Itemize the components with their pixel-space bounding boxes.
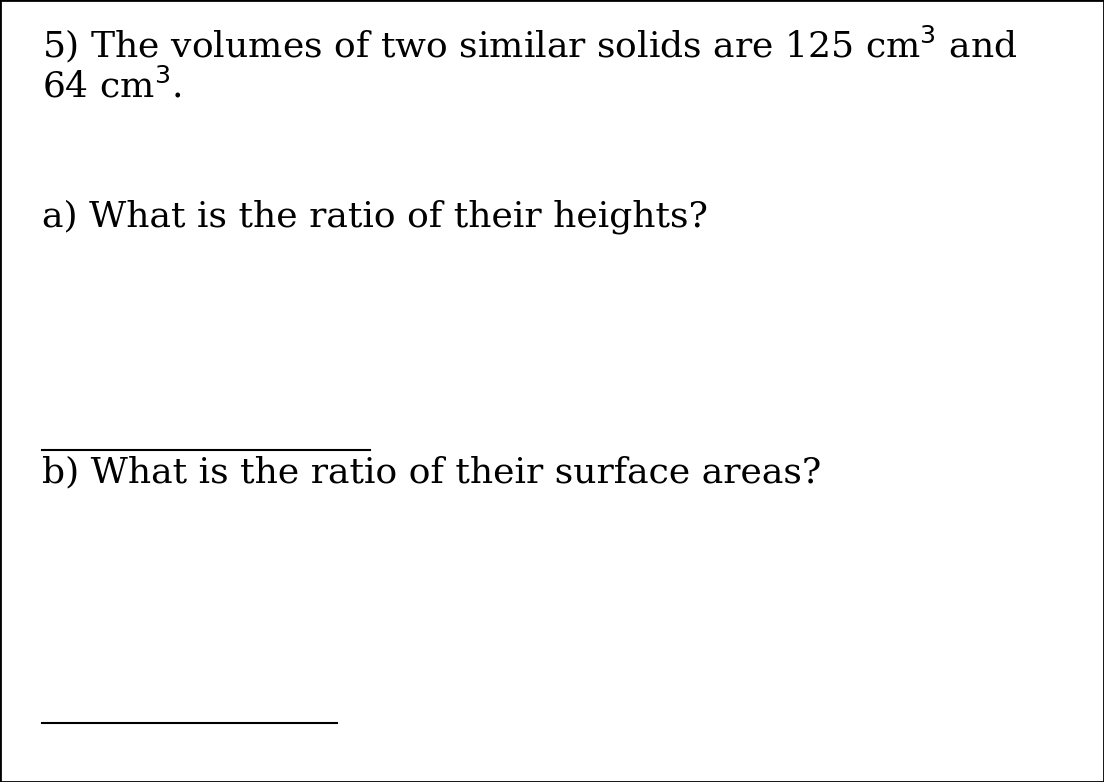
Text: b) What is the ratio of their surface areas?: b) What is the ratio of their surface ar… — [42, 455, 821, 489]
Text: a) What is the ratio of their heights?: a) What is the ratio of their heights? — [42, 200, 708, 235]
Text: 64 cm$^{3}$.: 64 cm$^{3}$. — [42, 68, 181, 104]
Text: 5) The volumes of two similar solids are 125 cm$^{3}$ and: 5) The volumes of two similar solids are… — [42, 23, 1017, 65]
